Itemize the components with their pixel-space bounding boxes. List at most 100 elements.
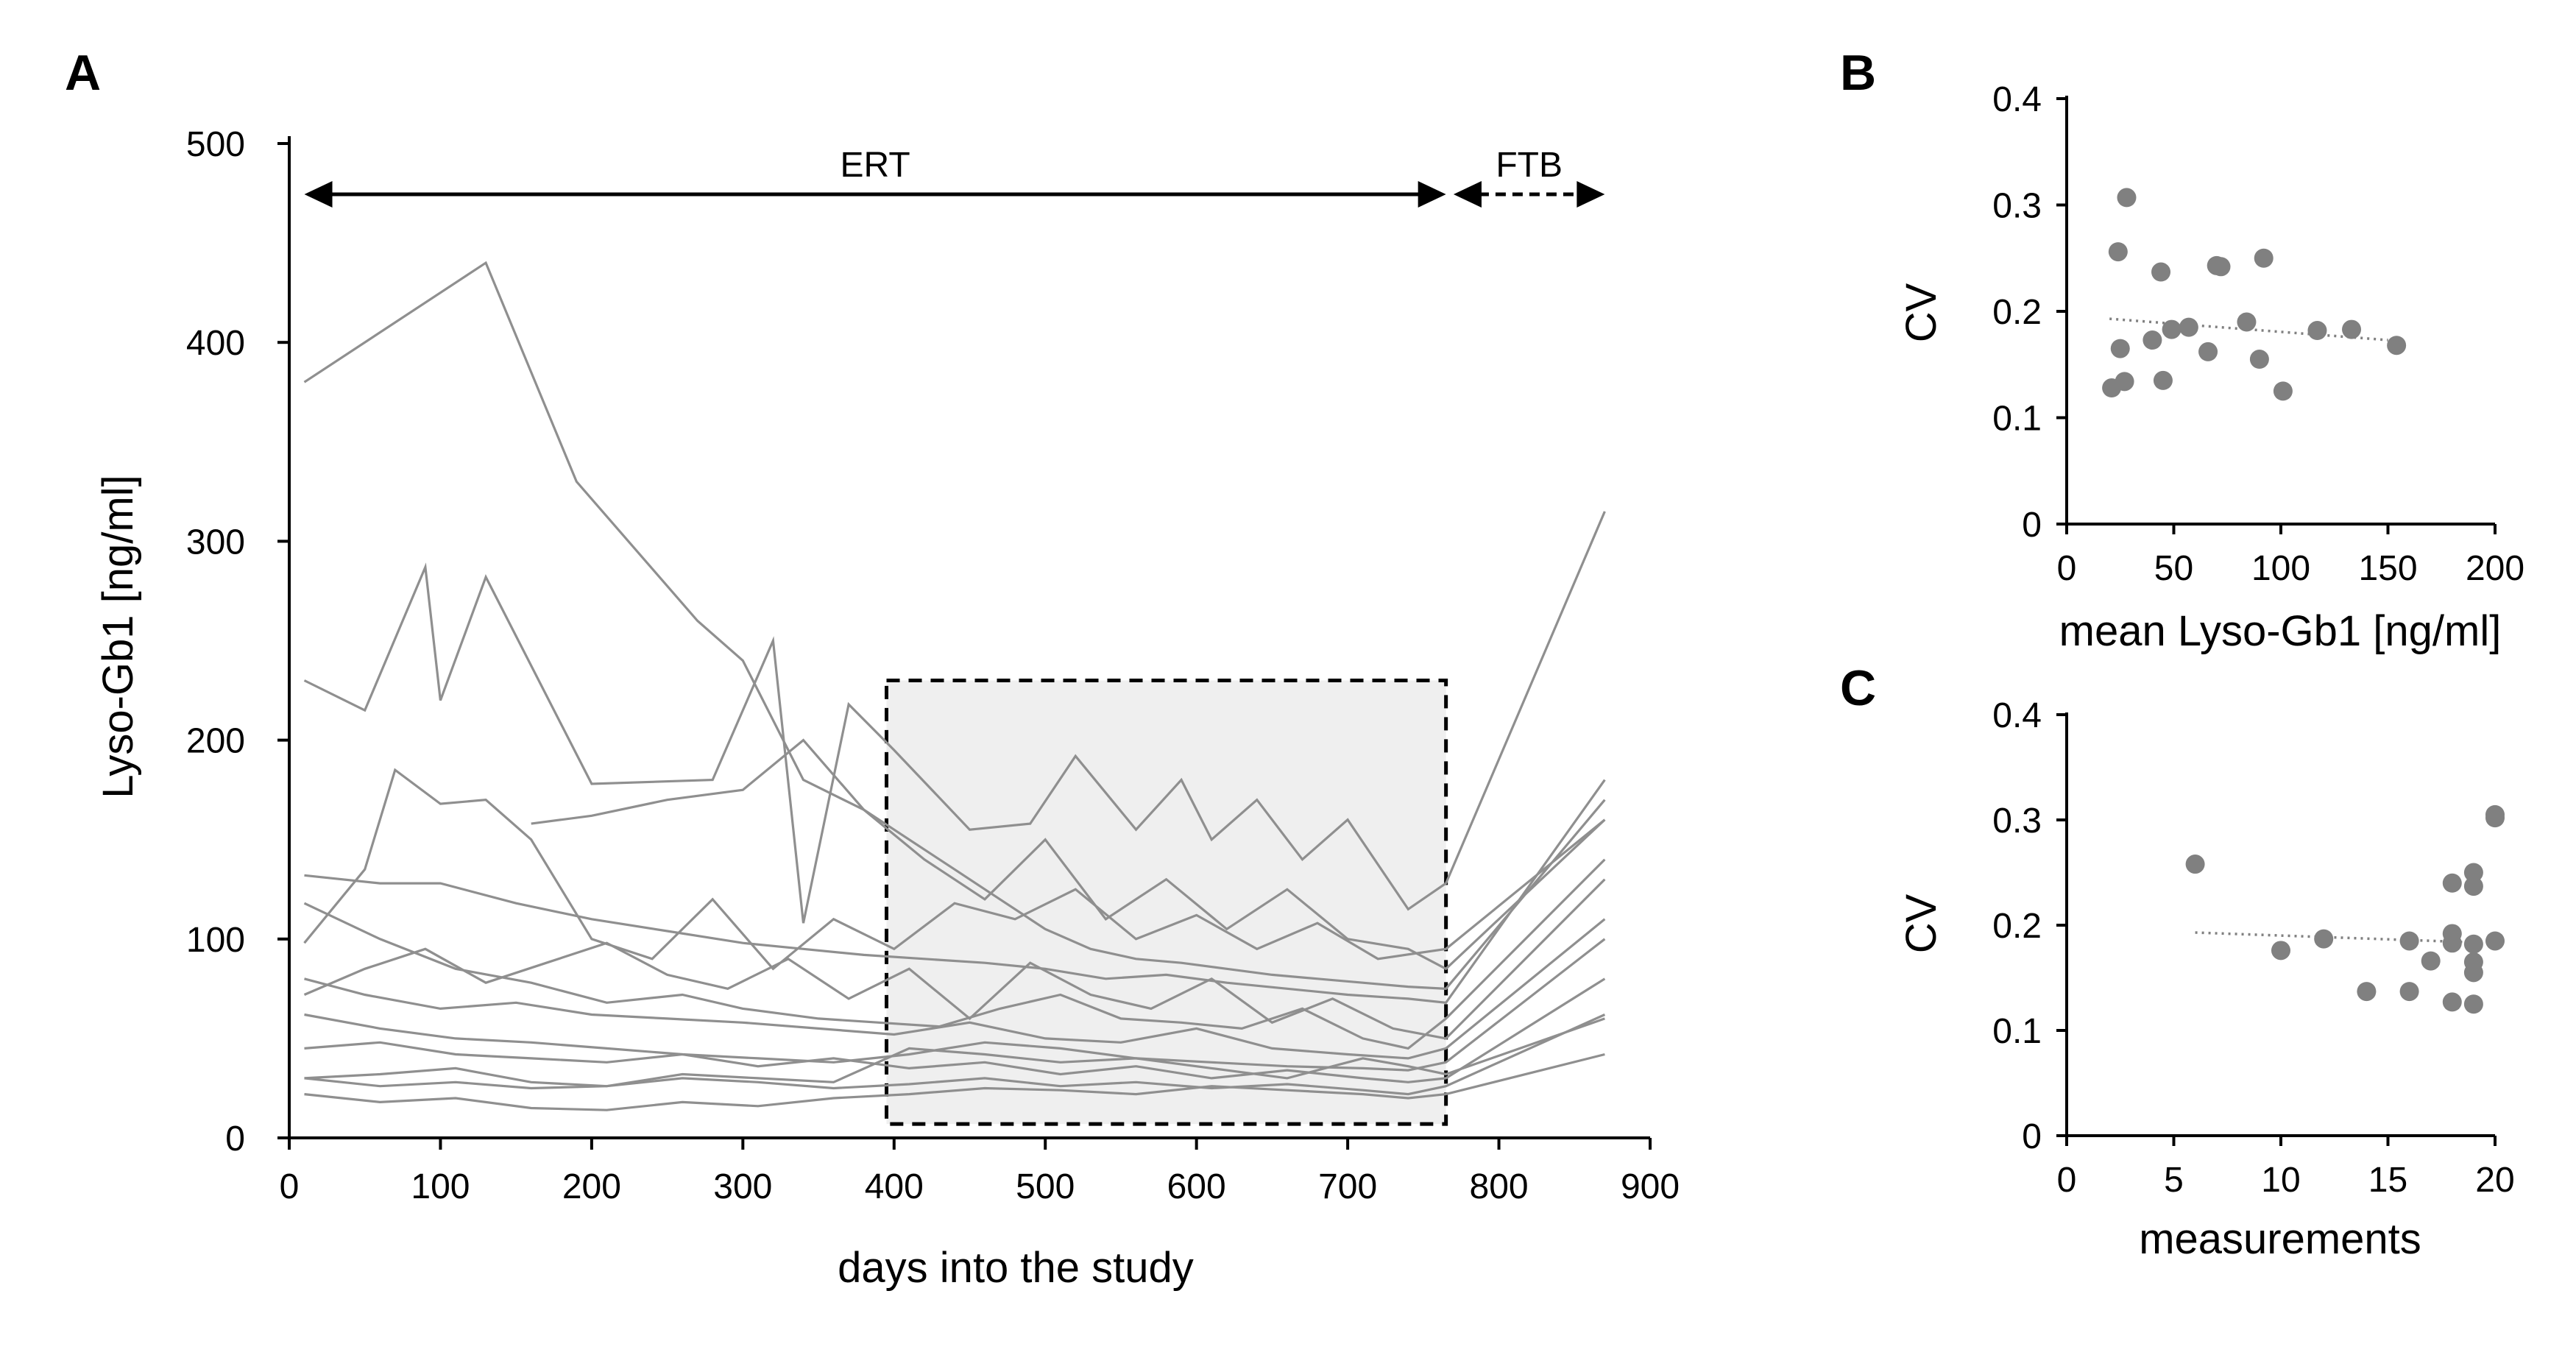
y-tick-label: 100 [186,921,245,960]
b-point [2162,319,2182,339]
b-point [2237,312,2257,332]
c-point [2271,941,2290,961]
c-x-tick-label: 15 [2368,1161,2407,1200]
y-ticks: 0 100 200 300 400 500 [186,125,289,1158]
panel-b: B 0 50 100 150 200 0 0.1 0.2 0.3 0.4 mean Lyso-Gb… [1840,45,2524,655]
x-tick-label: 500 [1016,1167,1075,1206]
b-point [2307,321,2327,341]
series-line-7 [304,918,1606,1060]
c-point [2442,873,2462,893]
c-point [2357,982,2377,1002]
b-y-tick-label: 0.2 [1992,293,2042,332]
b-point [2153,370,2173,390]
b-point [2249,350,2269,369]
c-point [2463,863,2483,882]
c-point [2399,931,2419,951]
x-tick-label: 0 [280,1167,300,1206]
highlight-box [885,679,1448,1126]
ert-label: ERT [841,146,910,185]
b-y-tick-label: 0.1 [1992,400,2042,439]
c-point [2399,982,2419,1002]
ftb-arrowhead-right [1577,181,1605,208]
b-point [2211,257,2231,277]
x-tick-label: 200 [562,1167,621,1206]
b-point [2387,336,2407,355]
panel-b-label: B [1840,45,1876,101]
series-line-2 [303,511,1606,924]
y-tick-label: 200 [186,722,245,761]
b-y-tick-label: 0 [2022,506,2042,545]
b-point [2342,319,2362,339]
series-line-1 [303,261,1606,990]
c-y-tick-label: 0.2 [1992,907,2042,946]
b-x-tick-label: 0 [2057,549,2077,588]
c-point [2485,808,2505,828]
c-point [2485,931,2505,951]
b-point [2108,242,2128,262]
series-line-3 [303,768,1606,971]
b-point [2151,262,2171,282]
x-tick-label: 800 [1470,1167,1529,1206]
c-point [2463,994,2483,1014]
c-ticks: 0 5 10 15 20 0 0.1 0.2 0.3 0.4 [1992,696,2514,1200]
b-x-axis-label: mean Lyso-Gb1 [ng/ml] [2059,607,2502,655]
y-tick-label: 300 [186,523,245,562]
b-y-tick-label: 0.4 [1992,80,2042,119]
panel-a-label: A [65,45,101,101]
ert-arrowhead-left [304,181,333,208]
c-x-tick-label: 0 [2057,1161,2077,1200]
c-y-axis-label: CV [1897,894,1945,953]
x-tick-label: 100 [411,1167,470,1206]
c-x-tick-label: 10 [2261,1161,2300,1200]
c-y-tick-label: 0.3 [1992,802,2042,841]
c-x-tick-label: 20 [2475,1161,2514,1200]
x-tick-label: 600 [1167,1167,1226,1206]
b-point [2117,188,2137,208]
series-line-4 [304,779,1606,1004]
c-point [2463,952,2483,972]
series-line-5 [531,738,1606,971]
x-tick-label: 300 [713,1167,772,1206]
c-point [2442,992,2462,1012]
b-x-tick-label: 100 [2251,549,2310,588]
c-point [2185,855,2205,874]
series-line-12 [303,878,1606,1040]
c-point [2442,933,2462,953]
c-y-tick-label: 0 [2022,1117,2042,1156]
y-tick-label: 500 [186,125,245,164]
ftb-label: FTB [1496,146,1563,185]
b-point [2115,372,2134,392]
c-x-axis-label: measurements [2139,1215,2421,1263]
b-points [2102,188,2407,401]
y-tick-label: 400 [186,324,245,363]
series-line-13 [304,1017,1605,1088]
b-y-axis-label: CV [1897,283,1945,342]
series-line-11 [304,1053,1605,1111]
b-point [2110,339,2130,358]
y-axis-label: Lyso-Gb1 [ng/ml] [94,475,142,798]
treatment-phase-arrows: ERT FTB [304,146,1605,208]
b-x-tick-label: 150 [2358,549,2417,588]
panel-a: A 0 100 200 300 400 500 600 700 800 900 0 100 200 30… [65,45,1680,1292]
c-point [2463,934,2483,954]
panel-c: C 0 5 10 15 20 0 0.1 0.2 0.3 0.4 measurements CV [1840,660,2515,1263]
panel-c-label: C [1840,660,1876,716]
b-x-tick-label: 50 [2154,549,2193,588]
x-tick-label: 900 [1621,1167,1680,1206]
series-line-10 [304,1014,1606,1096]
c-x-tick-label: 5 [2164,1161,2184,1200]
c-points [2185,804,2505,1014]
c-point [2463,877,2483,896]
b-y-tick-label: 0.3 [1992,187,2042,226]
x-axis-label: days into the study [838,1244,1194,1292]
x-tick-label: 700 [1318,1167,1377,1206]
x-tick-label: 400 [865,1167,924,1206]
y-tick-label: 0 [225,1119,245,1158]
series-line-8 [304,938,1606,1072]
c-point [2314,929,2334,949]
b-point [2254,248,2274,268]
b-ticks: 0 50 100 150 200 0 0.1 0.2 0.3 0.4 [1992,80,2524,588]
c-y-tick-label: 0.4 [1992,696,2042,735]
c-point [2421,951,2441,971]
